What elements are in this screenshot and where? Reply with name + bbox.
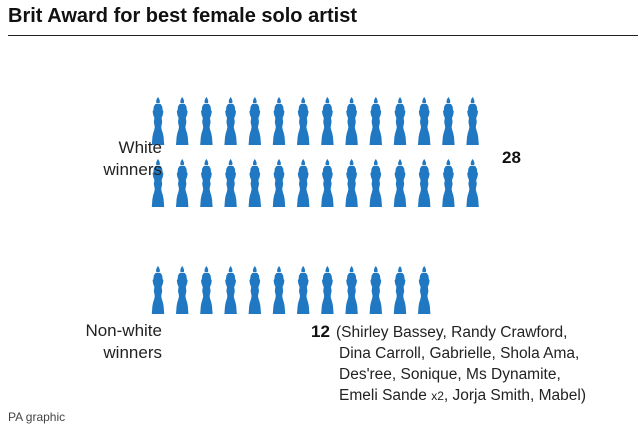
brit-award-statuette-icon — [345, 159, 358, 207]
brit-award-statuette-icon — [297, 266, 310, 314]
names-text: , Jorja Smith, Mabel) — [443, 387, 587, 404]
brit-award-statuette-icon — [369, 266, 382, 314]
brit-award-statuette-icon — [418, 97, 431, 145]
brit-award-statuette-icon — [200, 97, 213, 145]
brit-award-statuette-icon — [393, 159, 407, 207]
brit-award-statuette-icon — [418, 266, 431, 314]
brit-award-statuette-icon — [442, 97, 455, 145]
brit-award-statuette-icon — [393, 266, 407, 314]
brit-award-statuette-icon — [248, 159, 261, 207]
brit-award-statuette-icon — [224, 97, 237, 145]
names-line: Des'ree, Sonique, Ms Dynamite, — [339, 366, 561, 383]
brit-award-statuette-icon — [272, 159, 286, 207]
group-label-line: winners — [103, 343, 162, 362]
brit-award-statuette-icon — [248, 266, 261, 314]
group-label-line: winners — [103, 160, 162, 179]
names-multiplier: x2 — [431, 389, 444, 403]
brit-award-statuette-icon — [272, 97, 286, 145]
count-white: 28 — [502, 148, 521, 167]
brit-award-statuette-icon — [321, 159, 334, 207]
brit-award-statuette-icon — [442, 159, 455, 207]
group-label-white: White winners — [103, 137, 162, 181]
group-label-line: Non-white — [85, 321, 162, 340]
brit-award-statuette-icon — [176, 159, 189, 207]
chart-title: Brit Award for best female solo artist — [8, 5, 357, 27]
brit-award-statuette-icon — [248, 97, 261, 145]
names-line: (Shirley Bassey, Randy Crawford, — [336, 324, 568, 341]
brit-award-statuette-icon — [393, 97, 407, 145]
source-credit: PA graphic — [8, 410, 66, 424]
brit-award-statuette-icon — [466, 159, 479, 207]
brit-award-statuette-icon — [151, 97, 165, 145]
brit-award-statuette-icon — [297, 97, 310, 145]
brit-award-statuette-icon — [345, 97, 358, 145]
brit-award-statuette-icon — [272, 266, 286, 314]
names-line: Emeli Sande x2, Jorja Smith, Mabel) — [336, 385, 586, 407]
brit-award-statuette-icon — [466, 97, 479, 145]
brit-award-statuette-icon — [200, 266, 213, 314]
brit-award-statuette-icon — [176, 97, 189, 145]
names-text: Emeli Sande — [339, 387, 427, 404]
count-nonwhite: 12 — [311, 322, 330, 341]
group-label-line: White — [118, 138, 162, 157]
brit-award-statuette-icon — [200, 159, 213, 207]
names-line: Dina Carroll, Gabrielle, Shola Ama, — [339, 345, 580, 362]
nonwhite-winner-names: (Shirley Bassey, Randy Crawford, Dina Ca… — [336, 322, 586, 407]
brit-award-statuette-icon — [151, 159, 165, 207]
group-label-nonwhite: Non-white winners — [85, 320, 162, 364]
brit-award-statuette-icon — [345, 266, 358, 314]
brit-award-statuette-icon — [151, 266, 165, 314]
brit-award-statuette-icon — [369, 159, 382, 207]
title-divider — [8, 35, 638, 36]
brit-award-statuette-icon — [224, 266, 237, 314]
brit-award-statuette-icon — [369, 97, 382, 145]
brit-award-statuette-icon — [176, 266, 189, 314]
brit-award-statuette-icon — [418, 159, 431, 207]
brit-award-statuette-icon — [321, 97, 334, 145]
brit-award-statuette-icon — [297, 159, 310, 207]
brit-award-statuette-icon — [321, 266, 334, 314]
brit-award-statuette-icon — [224, 159, 237, 207]
